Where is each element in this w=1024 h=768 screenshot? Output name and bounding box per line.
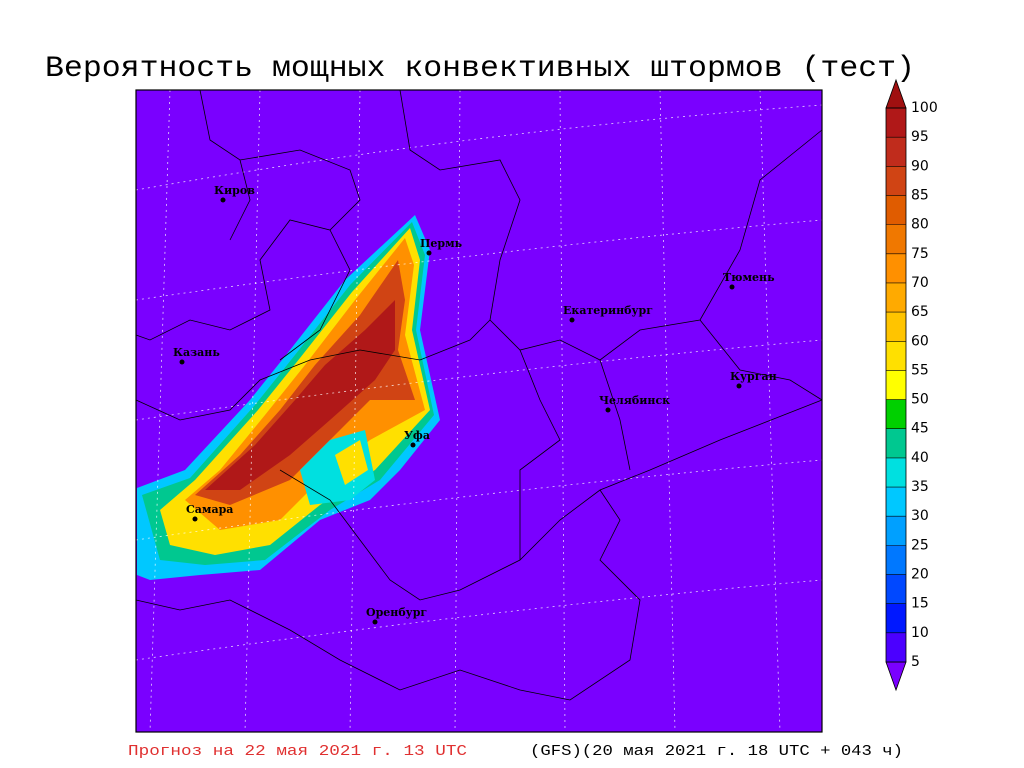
colorbar-band bbox=[886, 428, 906, 458]
city-label: Оренбург bbox=[366, 606, 427, 619]
colorbar-label: 95 bbox=[911, 129, 929, 145]
colorbar-label: 90 bbox=[911, 158, 929, 174]
colorbar-label: 15 bbox=[911, 596, 929, 612]
city-label: Самара bbox=[186, 503, 233, 516]
map: Киров Пермь Казань Екатеринбург Тюмень К… bbox=[135, 89, 823, 733]
colorbar-band bbox=[886, 457, 906, 488]
colorbar-label: 75 bbox=[911, 246, 929, 262]
colorbar-label: 10 bbox=[911, 625, 929, 641]
city-label: Тюмень bbox=[723, 271, 775, 284]
colorbar-band bbox=[886, 312, 906, 342]
city-label: Курган bbox=[730, 370, 777, 383]
colorbar-band bbox=[886, 137, 906, 167]
colorbar-low-triangle bbox=[885, 661, 907, 692]
colorbar-band bbox=[886, 108, 906, 138]
storm-field bbox=[137, 215, 440, 580]
colorbar-band bbox=[886, 516, 906, 546]
colorbar-band bbox=[886, 545, 906, 575]
cities: Киров Пермь Казань Екатеринбург Тюмень К… bbox=[173, 184, 777, 625]
city-label: Киров bbox=[214, 184, 255, 197]
city-label: Уфа bbox=[404, 429, 430, 442]
colorbar-label: 40 bbox=[911, 450, 929, 466]
colorbar-band bbox=[886, 282, 906, 313]
city-label: Челябинск bbox=[599, 394, 670, 407]
colorbar-band bbox=[886, 574, 906, 604]
colorbar-label: 55 bbox=[911, 362, 929, 378]
colorbar-label: 70 bbox=[911, 275, 929, 291]
colorbar-label: 85 bbox=[911, 187, 929, 203]
colorbar-label: 5 bbox=[911, 654, 920, 670]
boundaries bbox=[135, 89, 823, 701]
colorbar-label: 20 bbox=[911, 567, 929, 583]
colorbar-label: 30 bbox=[911, 508, 929, 524]
colorbar-label: 100 bbox=[911, 100, 938, 116]
colorbar-label: 80 bbox=[911, 217, 929, 233]
title: Вероятность мощных конвективных штормов … bbox=[45, 52, 915, 86]
city-label: Екатеринбург bbox=[563, 304, 653, 317]
colorbar-band bbox=[886, 341, 906, 371]
colorbar-band bbox=[886, 632, 906, 662]
colorbar: 5 10 15 20 25 30 35 40 45 50 55 60 65 70 75 80 85 90 95 100 bbox=[885, 78, 938, 692]
colorbar-band bbox=[886, 370, 906, 400]
map-frame bbox=[135, 89, 823, 733]
colorbar-band bbox=[886, 224, 906, 254]
colorbar-band bbox=[886, 195, 906, 225]
colorbar-band bbox=[886, 603, 906, 633]
city-label: Пермь bbox=[420, 237, 463, 250]
colorbar-label: 65 bbox=[911, 304, 929, 320]
colorbar-band bbox=[886, 253, 906, 283]
city-label: Казань bbox=[173, 346, 220, 359]
colorbar-label: 50 bbox=[911, 392, 929, 408]
colorbar-label: 45 bbox=[911, 421, 929, 437]
footer-forecast: Прогноз на 22 мая 2021 г. 13 UTC bbox=[128, 743, 467, 760]
colorbar-label: 25 bbox=[911, 537, 929, 553]
colorbar-label: 60 bbox=[911, 333, 929, 349]
colorbar-label: 35 bbox=[911, 479, 929, 495]
footer-run: (GFS)(20 мая 2021 г. 18 UTC + 043 ч) bbox=[530, 743, 903, 760]
colorbar-band bbox=[886, 487, 906, 517]
colorbar-band bbox=[886, 399, 906, 429]
colorbar-band bbox=[886, 166, 906, 196]
